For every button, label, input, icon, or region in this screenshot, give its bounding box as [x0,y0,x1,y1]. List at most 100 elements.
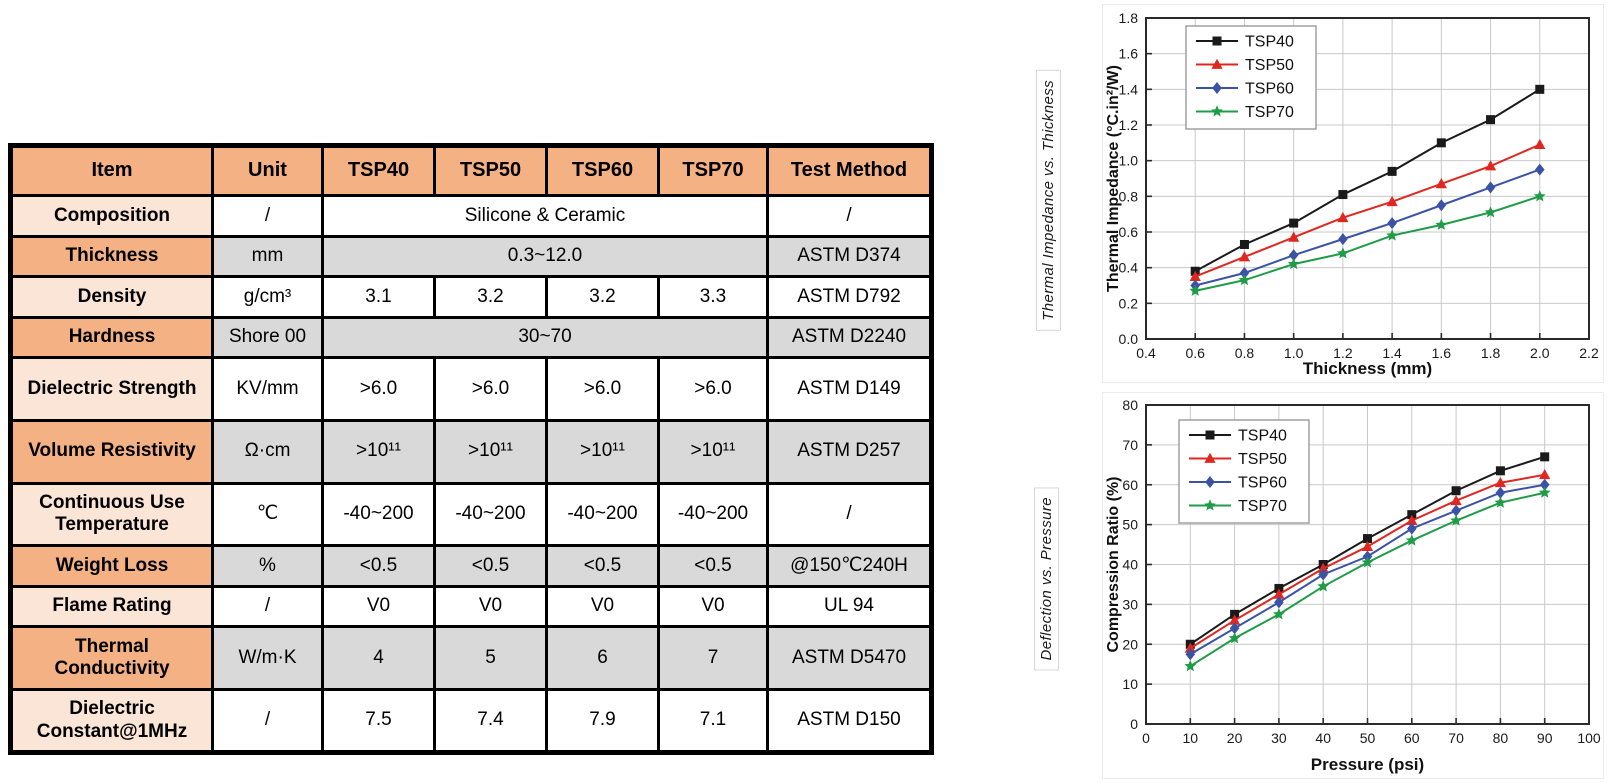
row-test-method: ASTM D150 [766,688,933,754]
row-value-tsp70: 7 [657,625,769,692]
y-tick-label: 1.8 [1119,10,1139,26]
row-value-tsp50: 3.2 [433,275,548,319]
x-tick-label: 60 [1404,730,1420,746]
series-TSP50 [1184,468,1551,653]
row-value-tsp40: >6.0 [321,356,436,422]
series-TSP60 [1190,163,1545,292]
legend-label: TSP40 [1245,34,1294,51]
row-value-tsp60: 6 [545,625,660,692]
row-unit: W/m·K [211,625,324,692]
y-tick-label: 1.2 [1119,117,1139,133]
row-value-tsp60: 3.2 [545,275,660,319]
x-tick-label: 0.8 [1235,345,1255,361]
row-test-method: @150℃240H [766,544,933,588]
legend-label: TSP70 [1245,104,1294,121]
row-item-label: Composition [9,194,214,238]
y-tick-label: 0.8 [1119,188,1139,204]
table-row-density: Density g/cm³ 3.1 3.2 3.2 3.3 ASTM D792 [9,275,933,319]
series-TSP70 [1184,486,1551,672]
x-tick-label: 30 [1271,730,1287,746]
header-unit: Unit [211,144,324,197]
properties-table-grid: Item Unit TSP40 TSP50 TSP60 TSP70 Test M… [8,143,934,755]
table-row-dielectric-constant: Dielectric Constant@1MHz / 7.5 7.4 7.9 7… [9,688,933,754]
row-unit: KV/mm [211,356,324,422]
row-unit: / [211,688,324,754]
row-value-tsp70: >6.0 [657,356,769,422]
row-item-label: Weight Loss [9,544,214,588]
x-tick-label: 50 [1360,730,1376,746]
row-test-method: ASTM D257 [766,418,933,485]
y-tick-label: 0.4 [1119,260,1139,276]
table-row-flame-rating: Flame Rating / V0 V0 V0 V0 UL 94 [9,584,933,629]
table-row-weight-loss: Weight Loss % <0.5 <0.5 <0.5 <0.5 @150℃2… [9,544,933,588]
x-tick-label: 1.2 [1333,345,1353,361]
x-tick-label: 70 [1448,730,1464,746]
y-tick-label: 0.2 [1119,295,1139,311]
table-row-continuous-use-temperature: Continuous Use Temperature ℃ -40~200 -40… [9,481,933,548]
table-row-composition: Composition / Silicone & Ceramic / [9,194,933,238]
row-unit: g/cm³ [211,275,324,319]
axes: 0.4 0.6 0.8 1.0 1.2 1.4 1.6 1.8 2.0 2.2 0.0 0.2 0.4 0… [1119,10,1599,361]
header-item: Item [9,144,214,197]
row-value-tsp50: V0 [433,584,548,629]
properties-table: Item Unit TSP40 TSP50 TSP60 TSP70 Test M… [8,143,934,755]
row-value-tsp60: <0.5 [545,544,660,588]
row-unit: Ω·cm [211,418,324,485]
y-tick-label: 1.0 [1119,153,1139,169]
row-item-label: Dielectric Strength [9,356,214,422]
y-tick-label: 60 [1122,477,1138,493]
row-value-tsp70: V0 [657,584,769,629]
plot-frame [1145,17,1590,340]
row-value-tsp40: 3.1 [321,275,436,319]
x-tick-label: 10 [1183,730,1199,746]
legend: TSP40 TSP50 TSP60 TSP70 [1185,25,1317,130]
x-tick-label: 1.8 [1481,345,1501,361]
legend-label: TSP70 [1238,498,1287,515]
x-tick-label: 0 [1142,730,1150,746]
row-value-tsp40: -40~200 [321,481,436,548]
x-tick-label: 0.4 [1136,345,1156,361]
y-axis-title: Thermal Impedance (°C.in²/W) [1105,65,1122,292]
table-header-row: Item Unit TSP40 TSP50 TSP60 TSP70 Test M… [9,144,933,197]
y-tick-label: 0.6 [1119,224,1139,240]
row-test-method: ASTM D792 [766,275,933,319]
row-item-label: Volume Resistivity [9,418,214,485]
thermal-impedance-chart-box: 0.4 0.6 0.8 1.0 1.2 1.4 1.6 1.8 2.0 2.2 0.0 0.2 0.4 0… [1102,4,1604,383]
row-value-tsp50: 7.4 [433,688,548,754]
row-value-tsp40: >10¹¹ [321,418,436,485]
legend: TSP40 TSP50 TSP60 TSP70 [1178,419,1310,524]
row-test-method: / [766,481,933,548]
x-tick-label: 80 [1493,730,1509,746]
x-tick-label: 1.4 [1382,345,1402,361]
header-tsp40: TSP40 [321,144,436,197]
row-value-tsp50: <0.5 [433,544,548,588]
row-test-method: ASTM D374 [766,234,933,278]
x-tick-label: 1.6 [1432,345,1452,361]
row-item-label: Thermal Conductivity [9,625,214,692]
table-row-hardness: Hardness Shore 00 30~70 ASTM D2240 [9,315,933,359]
y-tick-label: 20 [1122,636,1138,652]
compression-ratio-chart-box: 0 10 20 30 40 50 60 70 80 90 100 0 10 20 30 40 50 60 70 80 P… [1102,392,1604,779]
row-unit: / [211,194,324,238]
series-TSP50 [1189,138,1546,281]
row-merged-value: 30~70 [321,315,769,359]
series-TSP70 [1189,190,1546,296]
thermal-impedance-vs-thickness-chart: 0.4 0.6 0.8 1.0 1.2 1.4 1.6 1.8 2.0 2.2 0.0 0.2 0.4 0… [1105,10,1599,378]
row-value-tsp70: 7.1 [657,688,769,754]
x-tick-label: 2.0 [1530,345,1550,361]
header-test-method: Test Method [766,144,933,197]
row-value-tsp60: 7.9 [545,688,660,754]
row-unit: mm [211,234,324,278]
row-value-tsp50: >6.0 [433,356,548,422]
row-value-tsp60: V0 [545,584,660,629]
series-TSP40 [1190,84,1545,276]
x-axis-title: Pressure (psi) [1311,755,1424,774]
row-item-label: Density [9,275,214,319]
row-unit: Shore 00 [211,315,324,359]
x-tick-label: 2.2 [1579,345,1599,361]
legend-label: TSP50 [1238,451,1287,468]
row-value-tsp70: <0.5 [657,544,769,588]
row-merged-value: 0.3~12.0 [321,234,769,278]
row-value-tsp40: 7.5 [321,688,436,754]
